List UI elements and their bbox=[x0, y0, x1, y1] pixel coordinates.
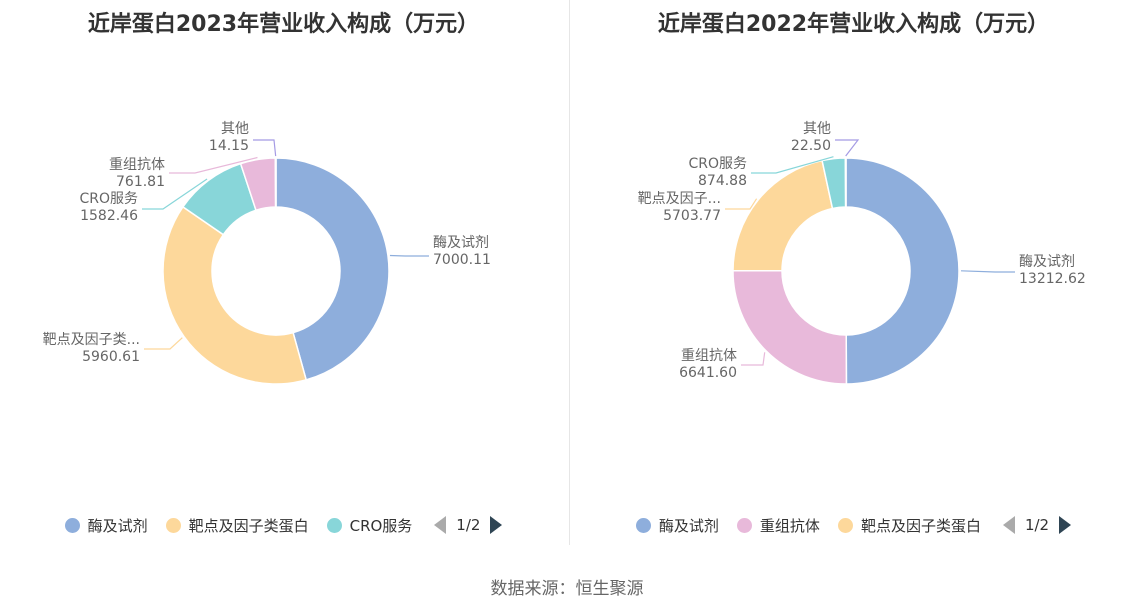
slice-value-label: 5960.61 bbox=[82, 349, 140, 365]
data-source: 数据来源：恒生聚源 bbox=[490, 579, 644, 599]
legend-label: 重组抗体 bbox=[759, 516, 820, 535]
leader-line bbox=[144, 337, 183, 350]
slice-value-label: 761.81 bbox=[116, 174, 165, 190]
legend-item-recombinant-antibody[interactable]: 重组抗体 bbox=[736, 515, 820, 536]
prev-page-icon[interactable] bbox=[434, 516, 447, 534]
slice-label: 酶及试剂 bbox=[433, 235, 489, 251]
slice-label: 靶点及因子... bbox=[638, 191, 721, 207]
legend-label: CRO服务 bbox=[349, 516, 413, 535]
chart-title-2023: 近岸蛋白2023年营业收入构成（万元） bbox=[87, 12, 480, 37]
leader-line bbox=[169, 156, 258, 174]
slice-other[interactable] bbox=[844, 157, 847, 208]
legend-label: 酶及试剂 bbox=[658, 516, 719, 535]
legend-item-cro[interactable]: CRO服务 bbox=[326, 515, 413, 536]
legend-label: 靶点及因子类蛋白 bbox=[188, 516, 309, 535]
slice-value-label: 1582.46 bbox=[80, 208, 138, 224]
slice-value-label: 14.15 bbox=[209, 138, 249, 154]
legend-dot-icon bbox=[326, 517, 342, 533]
legend-item-enzymes[interactable]: 酶及试剂 bbox=[635, 515, 719, 536]
legend-item-enzymes[interactable]: 酶及试剂 bbox=[64, 515, 148, 536]
leader-line bbox=[751, 156, 834, 174]
legend-page-indicator: 1/2 bbox=[1024, 516, 1050, 534]
slice-value-label: 6641.60 bbox=[679, 365, 737, 381]
slice-label: 其他 bbox=[221, 121, 249, 137]
chart-panel-2023: 近岸蛋白2023年营业收入构成（万元） 酶及试剂 7000.11 靶点及因子类...… bbox=[0, 0, 567, 545]
slice-other[interactable] bbox=[274, 157, 277, 208]
slice-label: 酶及试剂 bbox=[1019, 254, 1075, 270]
leader-line bbox=[142, 178, 208, 210]
prev-page-icon[interactable] bbox=[1002, 516, 1015, 534]
legend-dot-icon bbox=[64, 517, 80, 533]
legend-pager: 1/2 bbox=[1002, 516, 1072, 534]
slice-value-label: 7000.11 bbox=[433, 252, 491, 268]
slice-value-label: 874.88 bbox=[698, 173, 747, 189]
legend-item-target-proteins[interactable]: 靶点及因子类蛋白 bbox=[837, 515, 981, 536]
leader-line bbox=[741, 352, 766, 366]
slice-enzymes[interactable] bbox=[275, 157, 390, 381]
panel-divider bbox=[569, 0, 570, 545]
slice-enzymes[interactable] bbox=[845, 157, 960, 385]
slice-value-label: 13212.62 bbox=[1019, 271, 1086, 287]
legend-page-indicator: 1/2 bbox=[456, 516, 481, 534]
slice-target-proteins[interactable] bbox=[732, 159, 834, 272]
legend-dot-icon bbox=[736, 517, 752, 533]
leader-line bbox=[389, 254, 429, 257]
slice-recombinant-antibody[interactable] bbox=[732, 269, 848, 385]
slice-label: CRO服务 bbox=[79, 191, 138, 207]
slice-label: 靶点及因子类... bbox=[43, 332, 140, 348]
leader-line bbox=[253, 139, 277, 157]
slice-target-proteins[interactable] bbox=[162, 205, 308, 385]
leader-line bbox=[835, 139, 860, 157]
slice-label: 重组抗体 bbox=[681, 348, 737, 364]
legend-item-target-proteins[interactable]: 靶点及因子类蛋白 bbox=[165, 515, 309, 536]
leader-line bbox=[725, 198, 758, 210]
legend-label: 靶点及因子类蛋白 bbox=[860, 516, 981, 535]
legend-dot-icon bbox=[837, 517, 853, 533]
legend-2022: 酶及试剂 重组抗体 靶点及因子类蛋白 1/2 bbox=[570, 512, 1134, 538]
leader-line bbox=[960, 270, 1015, 273]
slice-label: 其他 bbox=[803, 121, 831, 137]
slice-label: 重组抗体 bbox=[109, 157, 165, 173]
legend-2023: 酶及试剂 靶点及因子类蛋白 CRO服务 1/2 bbox=[0, 512, 567, 538]
slice-value-label: 5703.77 bbox=[663, 208, 721, 224]
legend-dot-icon bbox=[635, 517, 651, 533]
next-page-icon[interactable] bbox=[1059, 516, 1072, 534]
chart-panel-2022: 近岸蛋白2022年营业收入构成（万元） 酶及试剂 13212.62 重组抗体 6641… bbox=[570, 0, 1134, 545]
slice-value-label: 22.50 bbox=[791, 138, 831, 154]
next-page-icon[interactable] bbox=[490, 516, 503, 534]
legend-pager: 1/2 bbox=[434, 516, 503, 534]
legend-label: 酶及试剂 bbox=[87, 516, 148, 535]
legend-dot-icon bbox=[165, 517, 181, 533]
chart-title-2022: 近岸蛋白2022年营业收入构成（万元） bbox=[657, 12, 1050, 37]
slice-label: CRO服务 bbox=[688, 156, 747, 172]
